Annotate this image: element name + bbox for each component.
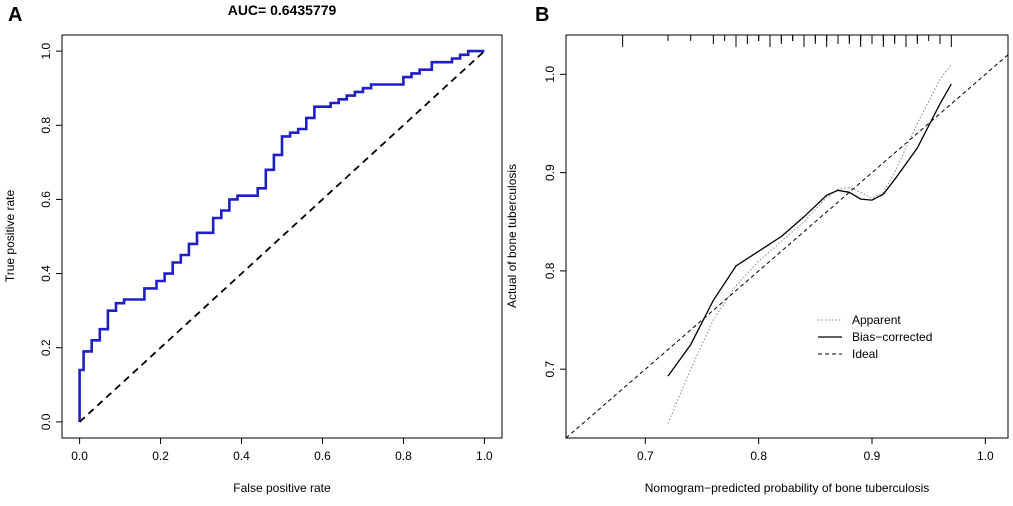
panel-b-legend: Apparent Bias−corrected Ideal <box>818 313 932 361</box>
y-tick-label: 1.0 <box>543 66 557 83</box>
legend-apparent-label: Apparent <box>852 313 901 327</box>
series-bias-corrected-line <box>667 83 952 377</box>
x-tick-label: 0.8 <box>395 449 412 463</box>
x-tick-label: 0.7 <box>637 449 654 463</box>
panel-b: B 0.7 0.8 0.9 1.0 0.7 0.8 0.9 1.0 Nomogram−pre… <box>505 4 1009 495</box>
panel-b-y-axis-label: Actual of bone tuberculosis <box>505 164 519 308</box>
y-tick-label: 0.8 <box>543 262 557 279</box>
panel-b-y-axis: 0.7 0.8 0.9 1.0 <box>543 66 566 378</box>
panel-b-plot-frame <box>565 34 1009 439</box>
panel-b-label: B <box>535 4 549 26</box>
panel-a-marks <box>78 49 486 423</box>
panel-a-y-axis: 0.0 0.2 0.4 0.6 0.8 1.0 <box>39 42 62 430</box>
y-tick-label: 0.6 <box>39 191 53 208</box>
x-tick-label: 1.0 <box>977 449 994 463</box>
panel-a: A AUC= 0.6435779 0.0 0.2 0.4 0.6 0.8 1.0 0.00… <box>3 2 503 495</box>
y-tick-label: 0.9 <box>543 164 557 181</box>
series-apparent-line <box>667 64 952 424</box>
legend-ideal-label: Ideal <box>852 347 878 361</box>
panel-b-marks <box>566 54 1008 438</box>
panel-b-x-axis-label: Nomogram−predicted probability of bone t… <box>645 481 930 495</box>
panel-a-y-axis-label: True positive rate <box>3 190 17 283</box>
y-tick-label: 1.0 <box>39 42 53 59</box>
series-reference-line <box>78 50 486 423</box>
y-tick-label: 0.8 <box>39 117 53 134</box>
x-tick-label: 1.0 <box>476 449 493 463</box>
y-tick-label: 0.2 <box>39 339 53 356</box>
x-tick-label: 0.4 <box>233 449 250 463</box>
legend-bias-corrected-label: Bias−corrected <box>852 330 932 344</box>
series-roc-line <box>78 49 485 422</box>
panel-a-x-axis: 0.0 0.2 0.4 0.6 0.8 1.0 <box>71 438 493 463</box>
x-tick-label: 0.8 <box>750 449 767 463</box>
x-tick-label: 0.6 <box>314 449 331 463</box>
panel-a-x-axis-label: False positive rate <box>233 481 331 495</box>
y-tick-label: 0.4 <box>39 265 53 282</box>
y-tick-label: 0.7 <box>543 361 557 378</box>
panel-a-title: AUC= 0.6435779 <box>228 2 337 18</box>
x-tick-label: 0.2 <box>152 449 169 463</box>
panel-a-plot-frame <box>61 34 503 439</box>
x-tick-label: 0.9 <box>864 449 881 463</box>
x-tick-label: 0.0 <box>71 449 88 463</box>
panel-b-x-axis: 0.7 0.8 0.9 1.0 <box>637 438 994 463</box>
panel-a-label: A <box>8 4 22 26</box>
y-tick-label: 0.0 <box>39 413 53 430</box>
panel-b-rug <box>622 35 952 47</box>
